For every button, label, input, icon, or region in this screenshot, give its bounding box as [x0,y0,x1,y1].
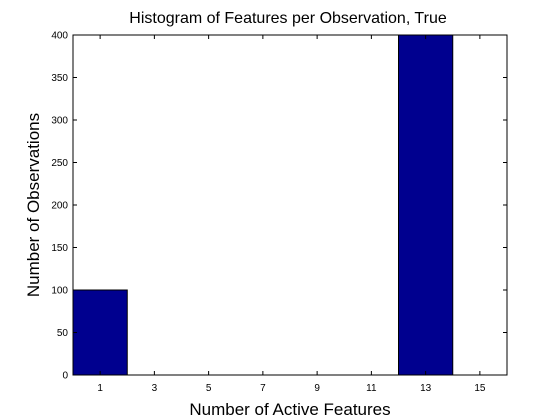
y-tick-label: 350 [51,73,68,84]
x-axis: 1 3 5 7 9 11 13 15 [97,35,486,394]
y-tick-label: 0 [62,371,68,382]
y-tick-label: 400 [51,31,68,42]
y-tick-label: 150 [51,243,68,254]
x-tick-label: 5 [206,383,212,394]
y-axis-label: Number of Observations [24,113,43,297]
x-tick-label: 11 [366,383,377,394]
x-tick-label: 7 [260,383,266,394]
x-tick-label: 1 [97,383,103,394]
y-axis: 0 50 100 150 200 250 300 350 400 [51,31,507,382]
x-axis-label: Number of Active Features [189,400,390,419]
y-tick-label: 250 [51,158,68,169]
x-tick-label: 3 [152,383,158,394]
y-tick-label: 200 [51,201,68,212]
bar-13 [398,34,454,376]
chart-title: Histogram of Features per Observation, T… [129,10,447,27]
bar-1 [72,289,128,376]
y-tick-label: 100 [51,286,68,297]
y-tick-label: 300 [51,116,68,127]
y-tick-label: 50 [57,328,69,339]
x-tick-label: 9 [314,383,320,394]
x-tick-label: 13 [420,383,432,394]
x-tick-label: 15 [474,383,486,394]
